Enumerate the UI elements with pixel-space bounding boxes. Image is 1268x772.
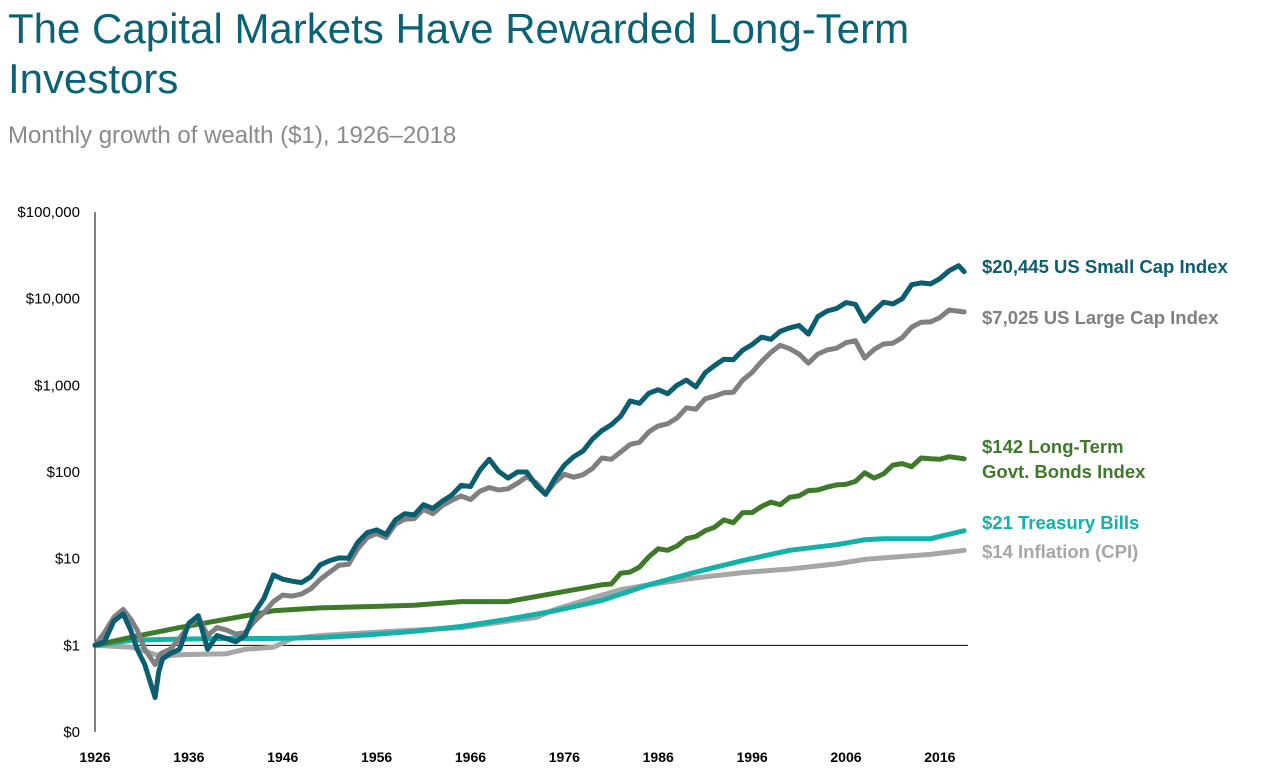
axes: $0 $1 $10 $100 $1,000 $10,000 $100,000 1926 1936… <box>17 204 968 765</box>
x-tick-label: 1966 <box>455 749 486 765</box>
y-tick-label: $1 <box>63 637 80 654</box>
y-tick-label: $10 <box>55 551 80 568</box>
y-tick-label: $100 <box>47 464 80 481</box>
x-tick-label: 2016 <box>924 749 955 765</box>
x-tick-label: 1996 <box>737 749 768 765</box>
y-tick-label: $10,000 <box>26 291 80 308</box>
x-tick-label: 2006 <box>830 749 861 765</box>
series-lines <box>92 263 967 700</box>
series-end-label: $21 Treasury Bills <box>982 512 1139 533</box>
series-labels: $20,445 US Small Cap Index $7,025 US Larg… <box>982 256 1228 562</box>
series-end-label: $14 Inflation (CPI) <box>982 541 1138 562</box>
x-tick-label: 1986 <box>643 749 674 765</box>
y-tick-label: $1,000 <box>34 377 80 394</box>
chart-subtitle: Monthly growth of wealth ($1), 1926–2018 <box>8 122 457 149</box>
series-end-label: $20,445 US Small Cap Index <box>982 256 1228 277</box>
series-line <box>92 307 967 668</box>
x-tick-label: 1946 <box>267 749 298 765</box>
x-tick-label: 1926 <box>79 749 110 765</box>
x-tick-label: 1936 <box>173 749 204 765</box>
x-tick-label: 1976 <box>549 749 580 765</box>
chart-title: The Capital Markets Have Rewarded Long-T… <box>8 5 910 102</box>
y-tick-label: $100,000 <box>17 204 80 221</box>
series-end-label: $7,025 US Large Cap Index <box>982 307 1219 328</box>
series-end-label: $142 Long-Term Govt. Bonds Index <box>982 436 1146 482</box>
y-tick-label: $0 <box>63 724 80 741</box>
x-tick-label: 1956 <box>361 749 392 765</box>
series-line <box>92 454 967 648</box>
series-line <box>92 263 967 700</box>
